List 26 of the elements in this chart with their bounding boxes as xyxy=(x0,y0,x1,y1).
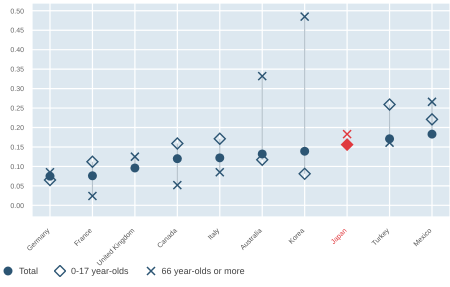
point xyxy=(428,130,436,139)
point xyxy=(171,137,184,150)
point xyxy=(214,132,226,145)
legend-label: Total xyxy=(18,265,38,277)
point xyxy=(257,71,267,81)
point xyxy=(426,113,438,126)
legend-label: 66 year-olds or more xyxy=(160,265,245,277)
point xyxy=(86,156,99,168)
point xyxy=(300,12,310,22)
point xyxy=(45,168,55,178)
point xyxy=(300,146,310,156)
point xyxy=(172,180,182,190)
legend-label: 0-17 year-olds xyxy=(70,266,129,277)
point xyxy=(342,129,352,139)
point xyxy=(340,138,354,151)
point xyxy=(130,163,140,172)
point xyxy=(130,152,140,162)
point xyxy=(215,153,224,162)
point xyxy=(172,154,182,164)
point xyxy=(88,191,98,201)
point xyxy=(215,168,225,178)
point xyxy=(384,138,394,148)
point xyxy=(427,97,437,107)
point xyxy=(298,168,311,180)
point xyxy=(88,171,97,180)
point xyxy=(383,98,396,111)
